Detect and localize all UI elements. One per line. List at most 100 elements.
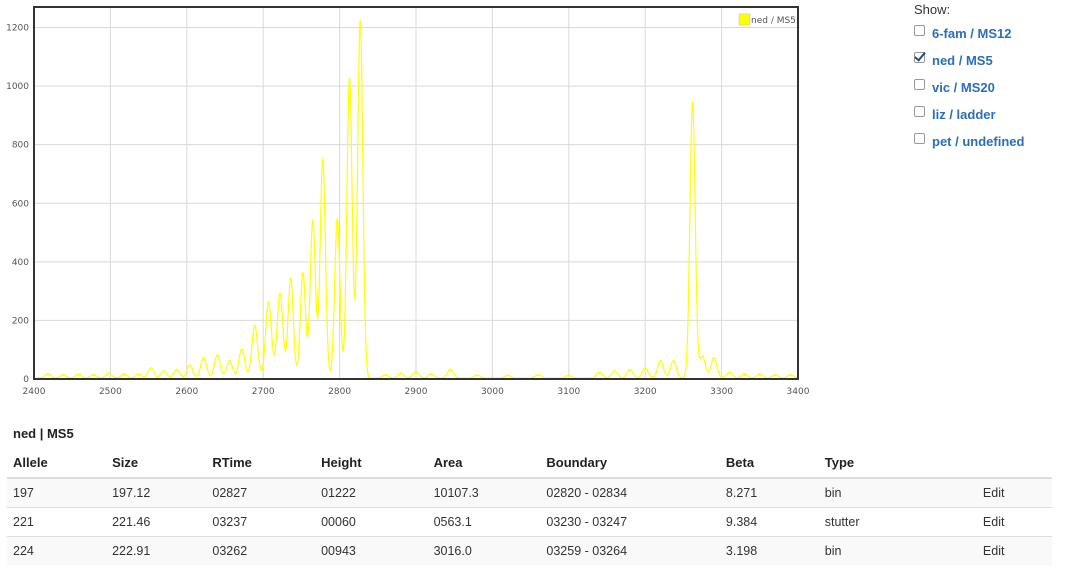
peak-point [336,218,338,220]
x-tick-label: 3000 [481,387,504,397]
table-cell: 03237 [206,507,316,537]
peak-point [163,371,165,373]
peak-point [279,293,281,295]
column-header: Allele [7,448,107,479]
channel-option[interactable]: ned / MS5 [914,47,1064,74]
show-label: Show: [914,2,951,17]
peak-point [384,374,387,377]
table-cell: 9.384 [719,507,819,537]
peak-point [150,368,152,370]
channel-checkbox[interactable] [914,133,925,144]
x-tick-label: 2900 [405,387,428,397]
column-header: Boundary [540,448,720,479]
peak-point [302,272,304,275]
peak-point [47,374,49,376]
y-tick-label: 800 [12,141,29,151]
x-tick-label: 2700 [252,387,275,397]
electropherogram-chart: 2400 2500 2600 2700 2800 2900 3000 3100 3200 3300… [6,6,810,397]
table-cell: 03259 - 03264 [540,536,720,565]
channel-option[interactable]: vic / MS20 [914,74,1064,101]
peak-point [267,302,270,304]
channel-checkbox[interactable] [914,52,925,63]
table-header-row: Allele Size RTime Height Area Boundary Beta Typ… [7,448,1052,479]
table-title: ned | MS5 [13,426,74,441]
channel-label[interactable]: ned / MS5 [932,53,993,68]
chart-svg: 2400 2500 2600 2700 2800 2900 3000 3100 3200 3300… [6,6,810,397]
column-header: RTime [206,448,316,479]
table-cell: 00060 [315,507,428,537]
channel-label[interactable]: vic / MS20 [932,80,995,95]
peak-point [123,374,125,376]
table-cell: 197.12 [106,477,207,508]
channel-checkbox[interactable] [914,25,925,36]
channel-checkbox[interactable] [914,106,925,117]
edit-link[interactable]: Edit [976,507,1052,537]
peak-point [176,369,178,371]
x-tick-label: 2500 [99,387,122,397]
peaks-table: Allele Size RTime Height Area Boundary Beta Typ… [7,448,1052,565]
peak-point [359,20,361,22]
table-cell: 03230 - 03247 [540,507,720,537]
peak-point [614,371,616,373]
channel-toggle-panel: Show: 6-fam / MS12 ned / MS5 vic / MS20 liz… [914,2,1064,155]
peak-point [290,278,292,281]
edit-link[interactable]: Edit [976,536,1052,565]
peak-point [774,374,776,377]
table-cell: 222.91 [106,536,207,565]
table-cell: 00943 [315,536,428,565]
column-header: Area [427,448,541,479]
column-header: Type [818,448,977,479]
table-cell: 3016.0 [427,536,541,565]
x-tick-label: 3100 [557,387,580,397]
peak-point [189,365,191,367]
peak-point [203,357,205,360]
peak-point [789,374,791,377]
channel-list: 6-fam / MS12 ned / MS5 vic / MS20 liz / lad… [914,20,1064,155]
channel-option[interactable]: pet / undefined [914,128,1064,155]
table-cell: stutter [818,507,977,537]
peak-point [743,374,746,376]
peak-point [228,360,231,363]
peak-point [629,369,631,371]
peak-point [430,374,432,376]
peak-point [216,354,218,357]
channel-checkbox[interactable] [914,79,925,90]
peak-point [701,356,704,358]
x-tick-label: 3300 [710,387,733,397]
peak-point [254,325,256,327]
peak-point [77,374,79,376]
peak-point [568,375,570,377]
peak-point [691,102,694,104]
table-cell: 197 [7,477,107,508]
peak-point [108,373,110,375]
channel-label[interactable]: liz / ladder [932,107,996,122]
edit-link[interactable]: Edit [976,477,1052,508]
peak-point [672,360,675,363]
peak-point [659,360,662,363]
peak-point [348,78,351,80]
channel-option[interactable]: liz / ladder [914,101,1064,128]
x-tick-label: 3400 [787,387,810,397]
peak-point [449,369,451,371]
peak-point [476,375,478,377]
plot-border [33,6,799,380]
channel-option[interactable]: 6-fam / MS12 [914,20,1064,47]
table-cell: 10107.3 [427,477,541,508]
table-body: 197 197.12 02827 01222 10107.3 02820 - 02834 8… [7,477,1052,565]
peak-point [537,374,539,377]
column-header: Size [106,448,207,479]
column-header: Beta [719,448,819,479]
table-cell: 221 [7,507,107,537]
peak-point [415,371,417,374]
y-tick-label: 200 [12,316,29,326]
peak-point [312,220,314,222]
channel-label[interactable]: pet / undefined [932,134,1025,149]
peak-point [138,374,140,376]
table-cell: 02827 [206,477,316,508]
y-tick-label: 1000 [6,82,29,92]
channel-label[interactable]: 6-fam / MS12 [932,26,1012,41]
y-tick-label: 1200 [6,24,29,34]
table-cell: 03262 [206,536,316,565]
x-tick-label: 2800 [328,387,351,397]
peak-point [507,375,509,377]
